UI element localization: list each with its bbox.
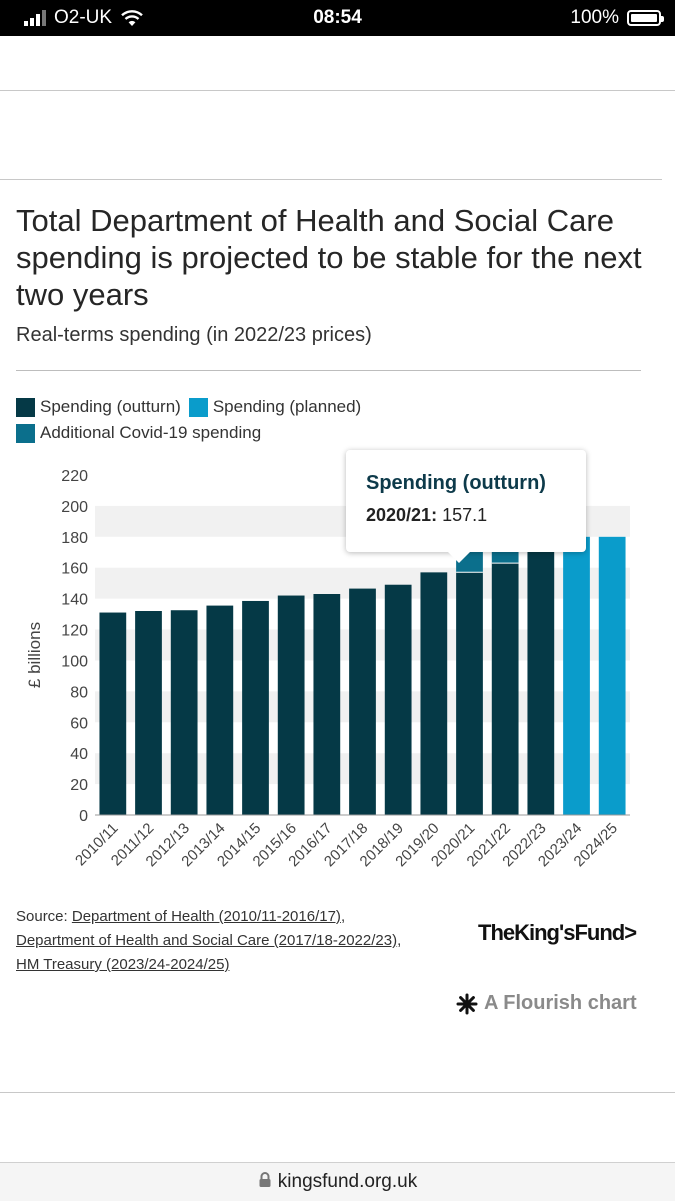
legend-swatch [188, 397, 208, 417]
bar-outturn [491, 563, 519, 815]
bar-planned [563, 536, 590, 815]
y-tick-label: 20 [70, 777, 88, 794]
legend-label: Spending (outturn) [40, 397, 181, 416]
y-tick-label: 180 [61, 530, 88, 547]
legend-swatch [16, 397, 35, 417]
bar-planned [598, 536, 626, 815]
bar-outturn [135, 611, 162, 815]
bar-outturn [313, 594, 341, 815]
legend-label: Spending (planned) [212, 397, 362, 416]
flourish-label: A Flourish chart [484, 992, 637, 1014]
legend-item-planned[interactable]: Spending (planned) [188, 397, 362, 417]
kings-fund-logo[interactable]: TheKing'sFund> [478, 920, 637, 945]
y-axis-label: £ billions [25, 622, 44, 688]
chart-subtitle: Real-terms spending (in 2022/23 prices) [16, 324, 372, 346]
y-tick-label: 60 [70, 715, 88, 732]
status-bar: O2-UK 08:54 100% [0, 0, 675, 36]
y-tick-label: 200 [61, 499, 88, 516]
browser-address-bar[interactable]: kingsfund.org.uk [0, 1162, 675, 1201]
tooltip-series: Spending (outturn) [366, 472, 546, 494]
divider [16, 370, 641, 371]
source-sep: , [340, 908, 346, 925]
bar-outturn [206, 605, 234, 815]
url-text: kingsfund.org.uk [277, 1171, 418, 1192]
legend-item-outturn[interactable]: Spending (outturn) [16, 397, 181, 417]
divider [0, 1092, 675, 1093]
battery-icon [627, 10, 664, 26]
bar-outturn [384, 584, 412, 815]
flourish-star-icon [456, 993, 478, 1014]
y-tick-label: 80 [70, 684, 88, 701]
y-tick-label: 100 [61, 653, 88, 670]
battery-percent: 100% [570, 7, 619, 28]
tooltip-value: 157.1 [442, 505, 488, 525]
bar-outturn [242, 600, 269, 815]
bar-outturn [349, 588, 376, 815]
y-tick-label: 120 [61, 623, 88, 640]
y-tick-label: 0 [79, 808, 88, 825]
y-tick-label: 160 [61, 561, 88, 578]
chart-tooltip: Spending (outturn) 2020/21: 157.1 [346, 450, 586, 563]
bar-outturn [99, 612, 127, 815]
lock-icon [259, 1172, 271, 1187]
y-tick-label: 140 [61, 592, 88, 609]
signal-icon [24, 10, 46, 26]
y-tick-label: 220 [61, 468, 88, 485]
bar-outturn [420, 572, 448, 815]
source-link-hmt[interactable]: HM Treasury (2023/24-2024/25) [16, 956, 230, 973]
source-sep: , [397, 932, 402, 949]
clock: 08:54 [313, 7, 362, 28]
source-link-dhsc[interactable]: Department of Health and Social Care (20… [16, 932, 398, 949]
bar-chart: 0 20 40 60 80 100 120 140 160 180 200 220 £ billions… [25, 468, 630, 870]
wifi-icon [121, 10, 143, 26]
flourish-credit[interactable]: A Flourish chart [456, 992, 637, 1015]
carrier-name: O2-UK [54, 7, 113, 28]
divider [0, 90, 675, 91]
bar-outturn [527, 536, 555, 815]
source-prefix: Source: [16, 908, 72, 925]
divider [0, 179, 662, 180]
source-link-doh[interactable]: Department of Health (2010/11-2016/17) [71, 908, 341, 925]
tooltip-category: 2020/21: [366, 505, 438, 525]
legend-swatch [16, 423, 35, 443]
y-tick-label: 40 [70, 746, 88, 763]
bar-outturn [170, 610, 198, 815]
legend-label: Additional Covid-19 spending [40, 423, 262, 442]
legend-item-covid[interactable]: Additional Covid-19 spending [16, 423, 261, 443]
source-note: Source: Department of Health (2010/11-20… [16, 905, 401, 977]
chart-title: Total Department of Health and Social Ca… [16, 203, 642, 312]
bar-outturn [456, 572, 483, 815]
chart-legend[interactable]: Spending (outturn) Spending (planned) Ad… [16, 394, 369, 446]
bar-outturn [277, 595, 305, 815]
